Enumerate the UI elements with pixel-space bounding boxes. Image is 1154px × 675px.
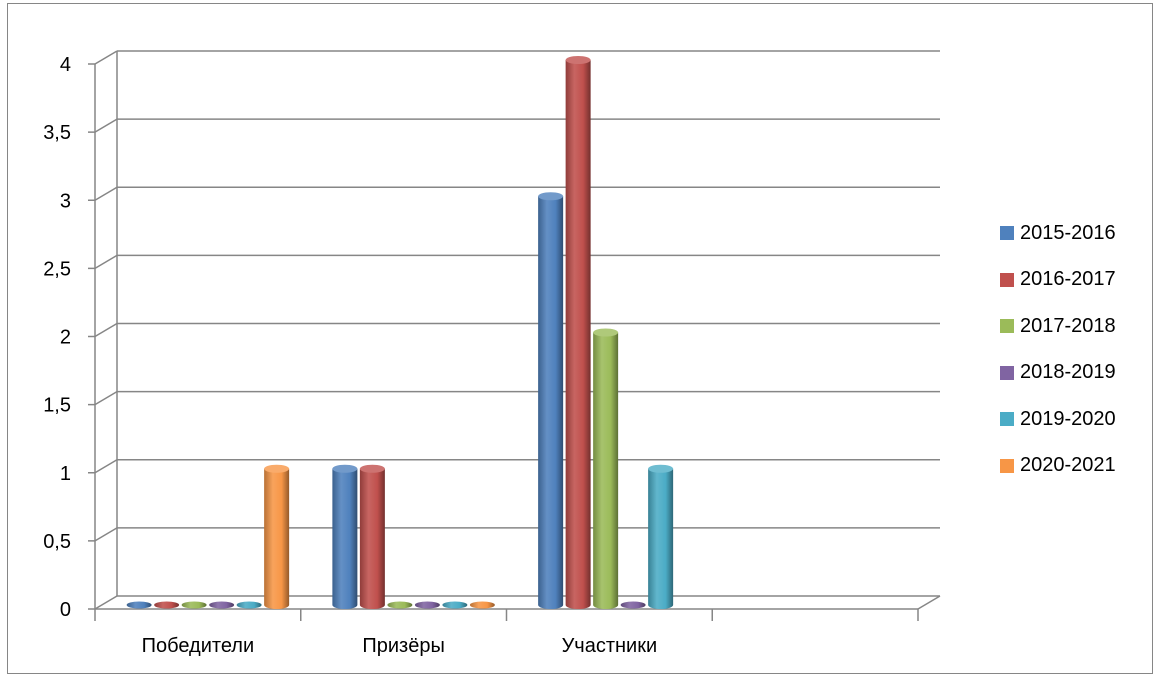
gridline-side (94, 322, 118, 338)
bar-zero-disc (387, 601, 413, 609)
bar (332, 464, 358, 609)
bar-body (593, 332, 619, 609)
bar (442, 601, 468, 609)
bar-top (538, 192, 564, 201)
bar (181, 601, 207, 609)
legend-label: 2018-2019 (1020, 361, 1116, 384)
x-tick-label: Призёры (362, 635, 444, 657)
bar (359, 464, 385, 609)
bar (469, 601, 495, 609)
bar-body (359, 468, 385, 609)
bar (154, 601, 180, 609)
y-tick-label: 3 (60, 190, 71, 212)
gridline-side (94, 254, 118, 270)
legend-label: 2016-2017 (1020, 268, 1116, 291)
bar-top (359, 464, 385, 473)
bar-zero-disc (209, 601, 235, 609)
legend-item: 2019-2020 (1000, 396, 1150, 443)
y-tick-label: 3,5 (43, 122, 71, 144)
bar-body (332, 468, 358, 609)
legend-swatch (1000, 365, 1014, 380)
y-tick-label: 4 (60, 54, 71, 76)
legend-label: 2019-2020 (1020, 407, 1116, 430)
bar-zero-disc (620, 601, 646, 609)
legend-swatch (1000, 319, 1014, 334)
y-tick-label: 0 (60, 599, 71, 621)
legend-swatch (1000, 412, 1014, 427)
legend-swatch (1000, 272, 1014, 287)
bar-top (593, 328, 619, 337)
bar (593, 328, 619, 609)
legend-swatch (1000, 226, 1014, 241)
x-tick-label: Участники (562, 635, 658, 657)
legend-item: 2018-2019 (1000, 350, 1150, 397)
legend-item: 2015-2016 (1000, 210, 1150, 257)
y-tick-label: 1 (60, 463, 71, 485)
bar-zero-disc (181, 601, 207, 609)
legend-swatch (1000, 458, 1014, 473)
bar-top (264, 464, 290, 473)
y-tick-label: 2,5 (43, 258, 71, 280)
bar (236, 601, 262, 609)
bar-zero-disc (442, 601, 468, 609)
legend-label: 2015-2016 (1020, 221, 1116, 244)
bar-zero-disc (236, 601, 262, 609)
bar (209, 601, 235, 609)
bar-zero-disc (154, 601, 180, 609)
gridline-side (94, 50, 118, 65)
bar (414, 601, 440, 609)
bar-body (264, 468, 290, 609)
bar-body (538, 196, 564, 609)
bar-body (565, 60, 591, 609)
y-tick-label: 2 (60, 327, 71, 349)
bar (565, 56, 591, 609)
x-tick-label: Победители (142, 635, 255, 657)
legend-item: 2020-2021 (1000, 443, 1150, 490)
legend-label: 2017-2018 (1020, 314, 1116, 337)
legend: 2015-2016 2016-2017 2017-2018 2018-2019 2019… (1000, 210, 1150, 489)
gridline-side (94, 527, 118, 542)
bar-body (648, 468, 674, 609)
bar-top (332, 464, 358, 473)
bar-zero-disc (469, 601, 495, 609)
bar (387, 601, 413, 609)
y-tick-label: 0,5 (43, 531, 71, 553)
gridline-side (94, 390, 118, 406)
bar-top (565, 56, 591, 64)
bar (538, 192, 564, 609)
y-tick-label: 1,5 (43, 395, 71, 417)
bar (648, 464, 674, 609)
bar (620, 601, 646, 609)
bar-zero-disc (414, 601, 440, 609)
gridline-side (94, 118, 118, 133)
legend-label: 2020-2021 (1020, 454, 1116, 477)
legend-item: 2016-2017 (1000, 257, 1150, 304)
legend-item: 2017-2018 (1000, 303, 1150, 350)
bar (264, 464, 290, 609)
gridline-side (94, 459, 118, 474)
gridline-side (94, 595, 118, 610)
bar-top (648, 464, 674, 473)
bar-zero-disc (126, 601, 152, 609)
bar (126, 601, 152, 609)
floor-right-edge (917, 595, 941, 610)
gridline-side (94, 186, 118, 201)
